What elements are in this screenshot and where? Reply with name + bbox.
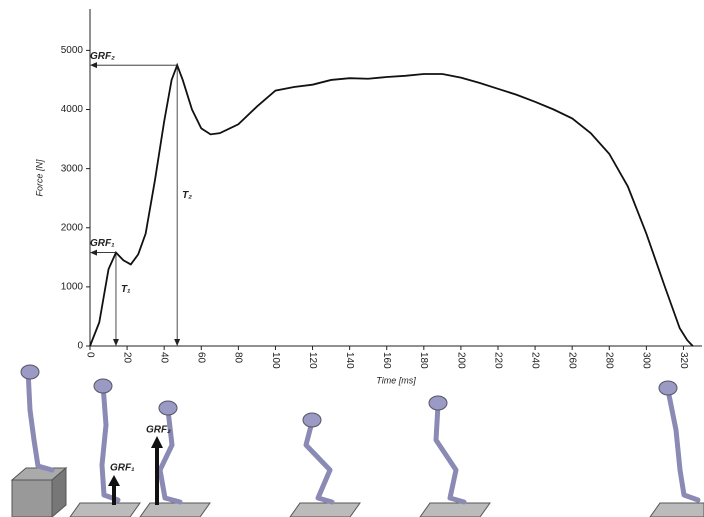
- x-tick-label: 320: [678, 352, 689, 369]
- x-tick-label: 240: [529, 352, 540, 369]
- y-tick-label: 4000: [61, 104, 84, 115]
- x-tick-label: 0: [84, 352, 95, 358]
- x-tick-label: 140: [344, 352, 355, 369]
- arrow-head: [151, 436, 163, 448]
- x-tick-label: 20: [121, 352, 132, 364]
- plate: [649, 502, 704, 517]
- x-tick-label: 60: [196, 352, 207, 364]
- illustrations: GRF₁ GRF₂: [10, 364, 704, 517]
- pelvis: [158, 400, 178, 416]
- x-tick-label: 180: [418, 352, 429, 369]
- plate: [419, 502, 491, 517]
- y-tick-label: 2000: [61, 222, 84, 233]
- arrow-head: [90, 249, 97, 256]
- x-tick-label: 300: [641, 352, 652, 369]
- y-tick-label: 3000: [61, 163, 84, 174]
- pelvis: [428, 395, 448, 411]
- plate: [69, 502, 141, 517]
- figure-label: GRF₂: [146, 425, 171, 436]
- y-tick-label: 5000: [61, 45, 84, 56]
- leg: [157, 407, 183, 505]
- pelvis: [20, 364, 40, 380]
- x-tick-label: 100: [270, 352, 281, 369]
- x-tick-label: 40: [159, 352, 170, 364]
- x-tick-label: 260: [567, 352, 578, 369]
- plate: [289, 502, 361, 517]
- arrow-head: [90, 62, 97, 69]
- leg: [665, 387, 701, 503]
- pelvis: [302, 412, 322, 428]
- x-tick-label: 80: [233, 352, 244, 364]
- time-label: T₂: [182, 190, 192, 201]
- x-axis-label: Time [ms]: [376, 375, 416, 385]
- pelvis: [658, 380, 678, 396]
- plate: [139, 502, 211, 517]
- force-label: GRF₂: [90, 51, 115, 62]
- x-tick-label: 220: [492, 352, 503, 369]
- box-front: [11, 479, 53, 517]
- arrow-head: [174, 339, 181, 346]
- x-tick-label: 280: [604, 352, 615, 369]
- time-label: T₁: [121, 284, 131, 295]
- x-tick-label: 120: [307, 352, 318, 369]
- leg: [303, 419, 335, 505]
- pelvis: [93, 378, 113, 394]
- y-tick-label: 1000: [61, 282, 84, 293]
- box-side: [51, 466, 67, 517]
- y-tick-label: 0: [77, 341, 83, 352]
- leg: [433, 402, 467, 505]
- arrow-head: [108, 475, 120, 486]
- x-tick-label: 200: [455, 352, 466, 369]
- leg: [99, 382, 121, 503]
- leg: [25, 367, 55, 473]
- y-axis-label: Force [N]: [34, 159, 44, 197]
- figure-label: GRF₁: [110, 463, 135, 474]
- arrow-head: [112, 339, 119, 346]
- x-tick-label: 160: [381, 352, 392, 369]
- force-curve: [89, 62, 694, 347]
- force-label: GRF₁: [90, 238, 115, 249]
